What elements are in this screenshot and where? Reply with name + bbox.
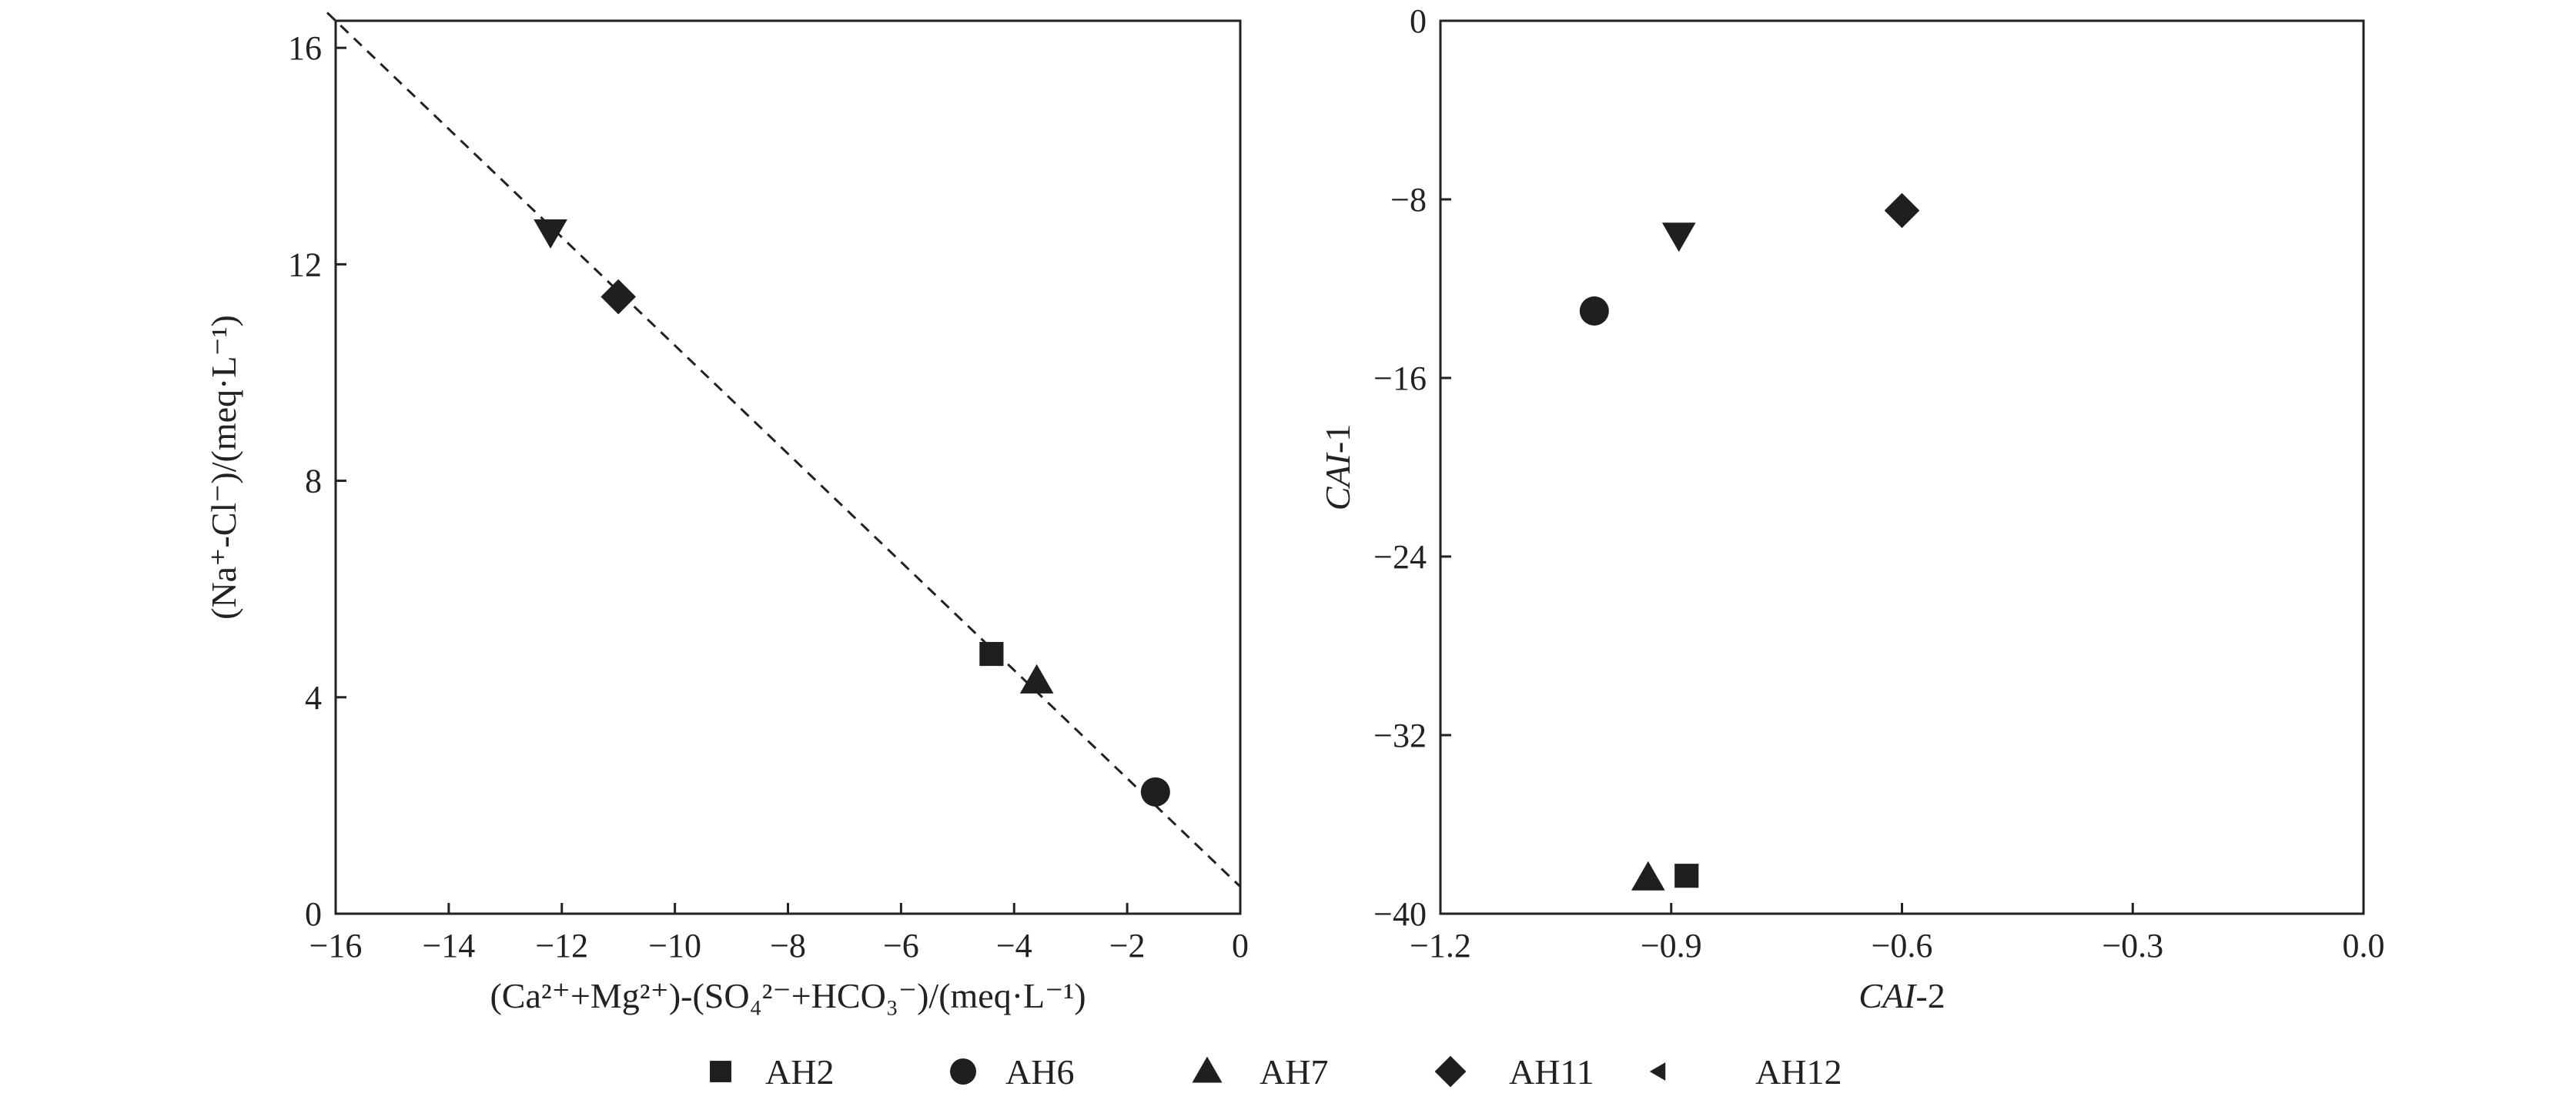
legend-label: AH6 bbox=[1005, 1052, 1074, 1092]
right-axis-ticks: −1.2 −0.9 −0.6 −0.3 0.0 0 −8 −16 −24 −32 −40 bbox=[1373, 2, 2384, 965]
left-x-axis-label: (Ca²⁺+Mg²⁺)-(SO₄²⁻+HCO₃⁻)/(meq·L⁻¹) bbox=[490, 976, 1086, 1015]
x-tick-label: −4 bbox=[996, 927, 1032, 965]
right-x-axis-label-main: CAI bbox=[1858, 976, 1918, 1015]
x-tick-label: −6 bbox=[883, 927, 919, 965]
legend-label: AH7 bbox=[1260, 1052, 1328, 1092]
y-tick-label: 16 bbox=[288, 29, 322, 67]
x-tick-label: −16 bbox=[309, 927, 363, 965]
legend-marker-ah7 bbox=[1192, 1056, 1223, 1083]
x-tick-label: −10 bbox=[648, 927, 701, 965]
left-axis-ticks: −16 −14 −12 −10 −8 −6 −4 −2 0 0 4 8 12 16 bbox=[288, 29, 1249, 965]
right-x-axis-label-suffix: -2 bbox=[1915, 976, 1945, 1015]
right-y-axis-label-suffix: -1 bbox=[1318, 424, 1357, 453]
data-point-ah7 bbox=[1019, 664, 1054, 694]
right-data-points bbox=[1579, 192, 1920, 891]
reference-line bbox=[326, 12, 1242, 888]
x-tick-label: −8 bbox=[770, 927, 806, 965]
x-tick-label: −14 bbox=[422, 927, 475, 965]
right-x-axis-label: CAI-2 bbox=[1858, 976, 1945, 1015]
y-tick-label: −32 bbox=[1373, 717, 1427, 754]
legend-label: AH12 bbox=[1755, 1052, 1842, 1092]
x-tick-label: −0.9 bbox=[1641, 927, 1702, 965]
y-tick-label: −8 bbox=[1390, 181, 1427, 219]
data-point-ah12 bbox=[534, 219, 567, 249]
data-point-ah2 bbox=[979, 641, 1004, 667]
right-y-axis-label: CAI-1 bbox=[1318, 424, 1357, 510]
data-point-ah11 bbox=[1884, 192, 1920, 229]
left-data-points bbox=[534, 219, 1170, 807]
legend-marker-ah2 bbox=[710, 1061, 731, 1082]
x-tick-label: 0 bbox=[1232, 927, 1249, 965]
data-point-ah6 bbox=[1579, 296, 1609, 326]
right-y-axis-label-main: CAI bbox=[1318, 451, 1357, 510]
legend-label: AH11 bbox=[1509, 1052, 1594, 1092]
y-tick-label: 8 bbox=[305, 463, 322, 500]
right-chart: −1.2 −0.9 −0.6 −0.3 0.00−8−16−24−32−40 CAI-2… bbox=[1318, 2, 2385, 1015]
legend-marker-ah12 bbox=[1649, 1062, 1666, 1081]
x-tick-label: −12 bbox=[535, 927, 588, 965]
x-tick-label: −2 bbox=[1109, 927, 1146, 965]
y-tick-label: 0 bbox=[1410, 2, 1427, 40]
x-tick-label: −0.6 bbox=[1872, 927, 1933, 965]
legend-item-ah6: AH6 bbox=[950, 1052, 1074, 1092]
legend-label: AH2 bbox=[765, 1052, 834, 1092]
x-tick-label: 0.0 bbox=[2343, 927, 2385, 965]
left-chart: −16 −14 −12 −10 −8 −6 −4 −2 0 0 4 8 12 16 (Ca²⁺+Mg²⁺)… bbox=[204, 12, 1249, 1015]
y-tick-label: 12 bbox=[288, 246, 322, 283]
data-point-ah7 bbox=[1631, 861, 1665, 891]
x-tick-label: −0.3 bbox=[2102, 927, 2163, 965]
data-point-ah11 bbox=[601, 279, 636, 315]
data-point-ah12 bbox=[1661, 222, 1696, 252]
legend-item-ah11: AH11 bbox=[1434, 1052, 1594, 1092]
legend-item-ah2: AH2 bbox=[710, 1052, 834, 1092]
legend-item-ah7: AH7 bbox=[1192, 1052, 1328, 1092]
y-tick-label: 0 bbox=[305, 895, 322, 933]
y-tick-label: 4 bbox=[305, 679, 322, 717]
y-tick-label: −24 bbox=[1373, 538, 1427, 576]
data-point-ah2 bbox=[1674, 864, 1699, 888]
left-y-axis-label: (Na⁺-Cl⁻)/(meq·L⁻¹) bbox=[204, 315, 243, 620]
data-point-ah6 bbox=[1140, 777, 1170, 807]
legend-item-ah12: AH12 bbox=[1649, 1052, 1842, 1092]
y-tick-label: −16 bbox=[1373, 359, 1427, 397]
x-tick-label: −1.2 bbox=[1410, 927, 1471, 965]
legend: AH2 AH6 AH7 AH11 AH12 bbox=[710, 1052, 1842, 1092]
legend-marker-ah11 bbox=[1434, 1055, 1467, 1088]
legend-marker-ah6 bbox=[950, 1058, 976, 1085]
y-tick-label: −40 bbox=[1373, 895, 1427, 933]
